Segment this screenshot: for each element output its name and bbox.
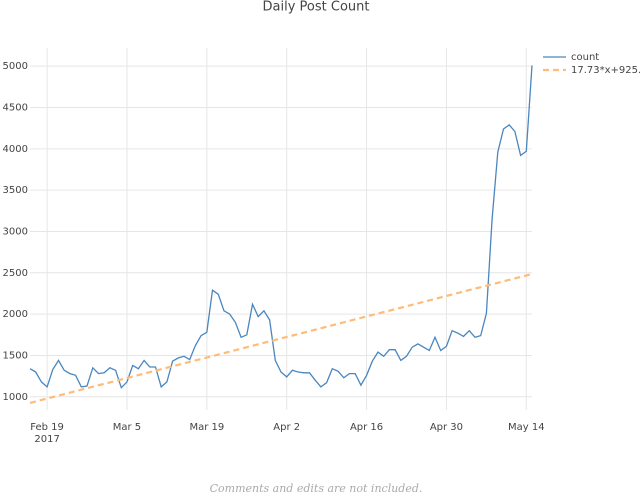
y-tick-label: 1500 [3, 350, 28, 361]
series-line [29, 272, 533, 404]
x-tick-label: Apr 30 [430, 422, 463, 433]
y-tick-label: 2500 [3, 268, 28, 279]
footer-note: Comments and edits are not included. [210, 482, 423, 495]
chart-title: Daily Post Count [263, 0, 370, 15]
y-tick-label: 5000 [3, 61, 28, 72]
legend-label: 17.73*x+925.38 [571, 65, 640, 76]
legend-label: count [571, 52, 599, 63]
y-tick-label: 3000 [3, 226, 28, 237]
y-tick-label: 2000 [3, 309, 28, 320]
y-tick-label: 3500 [3, 185, 28, 196]
x-tick-label: May 14 [508, 422, 545, 433]
x-tick-label: Feb 19 [30, 422, 64, 433]
x-tick-label: Mar 5 [113, 422, 141, 433]
y-tick-label: 4000 [3, 144, 28, 155]
y-tick-label: 1000 [3, 392, 28, 403]
y-tick-label: 4500 [3, 103, 28, 114]
x-tick-year: 2017 [34, 434, 59, 445]
series-line [29, 65, 533, 389]
x-tick-label: Mar 19 [189, 422, 224, 433]
x-tick-label: Apr 16 [350, 422, 383, 433]
x-tick-label: Apr 2 [273, 422, 300, 433]
